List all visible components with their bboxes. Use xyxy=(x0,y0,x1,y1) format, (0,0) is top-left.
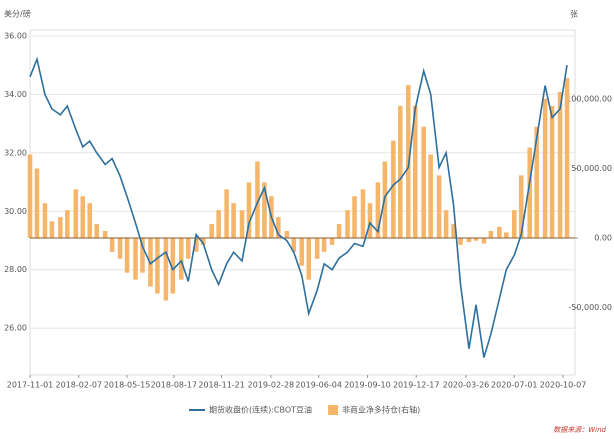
bar xyxy=(391,140,396,238)
bar xyxy=(209,224,214,238)
x-tick-label: 2020-10-07 xyxy=(540,381,587,390)
x-tick-label: 2018-05-15 xyxy=(104,381,151,390)
y2-tick-label: -50,000.00 xyxy=(568,303,612,312)
bar xyxy=(42,203,48,238)
x-tick-label: 2017-11-01 xyxy=(7,381,54,390)
bar xyxy=(564,78,570,238)
x-tick-label: 2018-08-17 xyxy=(151,381,198,390)
bar xyxy=(155,237,160,294)
y-tick-label: 30.00 xyxy=(4,207,27,216)
x-tick-label: 2019-12-17 xyxy=(393,381,440,390)
bar xyxy=(284,230,290,238)
bar xyxy=(360,189,366,238)
x-tick-label: 2019-02-28 xyxy=(248,381,295,390)
bar xyxy=(458,237,463,245)
bar xyxy=(124,237,130,273)
y-axis-label: 美分/磅 xyxy=(4,9,31,19)
bar xyxy=(527,147,532,238)
bar xyxy=(549,105,555,238)
bar xyxy=(27,154,33,238)
legend-swatch xyxy=(328,405,339,415)
bar xyxy=(102,230,108,238)
bar xyxy=(488,230,494,238)
bar xyxy=(291,237,297,252)
x-tick-label: 2020-03-26 xyxy=(443,381,490,390)
bar xyxy=(276,217,281,238)
bar xyxy=(497,226,502,238)
bar xyxy=(80,196,86,238)
bar xyxy=(231,203,236,238)
bar xyxy=(73,189,79,238)
bar xyxy=(375,182,381,238)
bar xyxy=(140,237,145,273)
bar xyxy=(216,210,221,238)
x-tick-label: 2019-09-10 xyxy=(344,381,391,390)
y-tick-label: 26.00 xyxy=(4,324,27,333)
bar xyxy=(262,182,267,238)
bar xyxy=(299,237,305,266)
x-tick-label: 2020-07-01 xyxy=(491,381,538,390)
bar xyxy=(246,182,252,238)
bar xyxy=(170,237,176,294)
bar xyxy=(321,237,327,252)
bar xyxy=(34,168,40,238)
x-tick-label: 2018-11-21 xyxy=(198,381,245,390)
bar xyxy=(352,196,357,238)
bar xyxy=(504,232,509,238)
bar xyxy=(65,210,70,238)
bar xyxy=(49,221,55,238)
legend-label: 非商业净多持仓(右轴) xyxy=(342,405,420,415)
bar xyxy=(117,237,123,259)
bar xyxy=(398,105,403,238)
bar xyxy=(255,161,260,238)
y-tick-label: 34.00 xyxy=(4,90,27,99)
bar xyxy=(473,237,479,241)
y-tick-label: 32.00 xyxy=(4,148,27,157)
bar xyxy=(421,126,426,238)
bar xyxy=(133,237,138,280)
x-tick-label: 2018-02-07 xyxy=(56,381,103,390)
bar xyxy=(367,203,373,238)
bar xyxy=(109,237,115,252)
bar xyxy=(87,203,92,238)
bar xyxy=(336,224,342,238)
y2-tick-label: 50,000.00 xyxy=(571,164,612,173)
y2-tick-label: 100,000.00 xyxy=(566,94,612,103)
bar xyxy=(179,237,184,280)
bar xyxy=(557,91,563,238)
bar xyxy=(58,217,63,238)
bar xyxy=(306,237,311,280)
bar xyxy=(94,224,99,238)
bar xyxy=(466,237,472,243)
y-tick-label: 28.00 xyxy=(4,265,27,274)
bar xyxy=(239,210,245,238)
bar xyxy=(451,224,456,238)
y-tick-label: 36.00 xyxy=(4,31,27,40)
bar xyxy=(186,237,191,259)
bar xyxy=(542,98,548,238)
bar xyxy=(428,154,433,238)
x-tick-label: 2019-06-04 xyxy=(295,381,342,390)
bar xyxy=(412,105,418,238)
bar xyxy=(193,237,199,252)
y2-axis-label: 张 xyxy=(570,10,578,19)
legend-label: 期货收盘价(连续):CBOT豆油 xyxy=(209,405,312,415)
y2-tick-label: 0.00 xyxy=(594,233,612,242)
bar xyxy=(314,237,320,259)
bar xyxy=(345,210,350,238)
bar xyxy=(534,126,539,238)
bar xyxy=(200,237,206,245)
bar xyxy=(481,237,487,244)
line xyxy=(29,56,568,358)
bar xyxy=(436,175,442,238)
bar xyxy=(224,189,229,238)
bar xyxy=(518,175,524,238)
source: 数据来源：Wind xyxy=(553,426,606,434)
bar xyxy=(443,210,449,238)
bar xyxy=(512,210,517,238)
bar xyxy=(329,237,335,245)
bar xyxy=(163,237,169,301)
